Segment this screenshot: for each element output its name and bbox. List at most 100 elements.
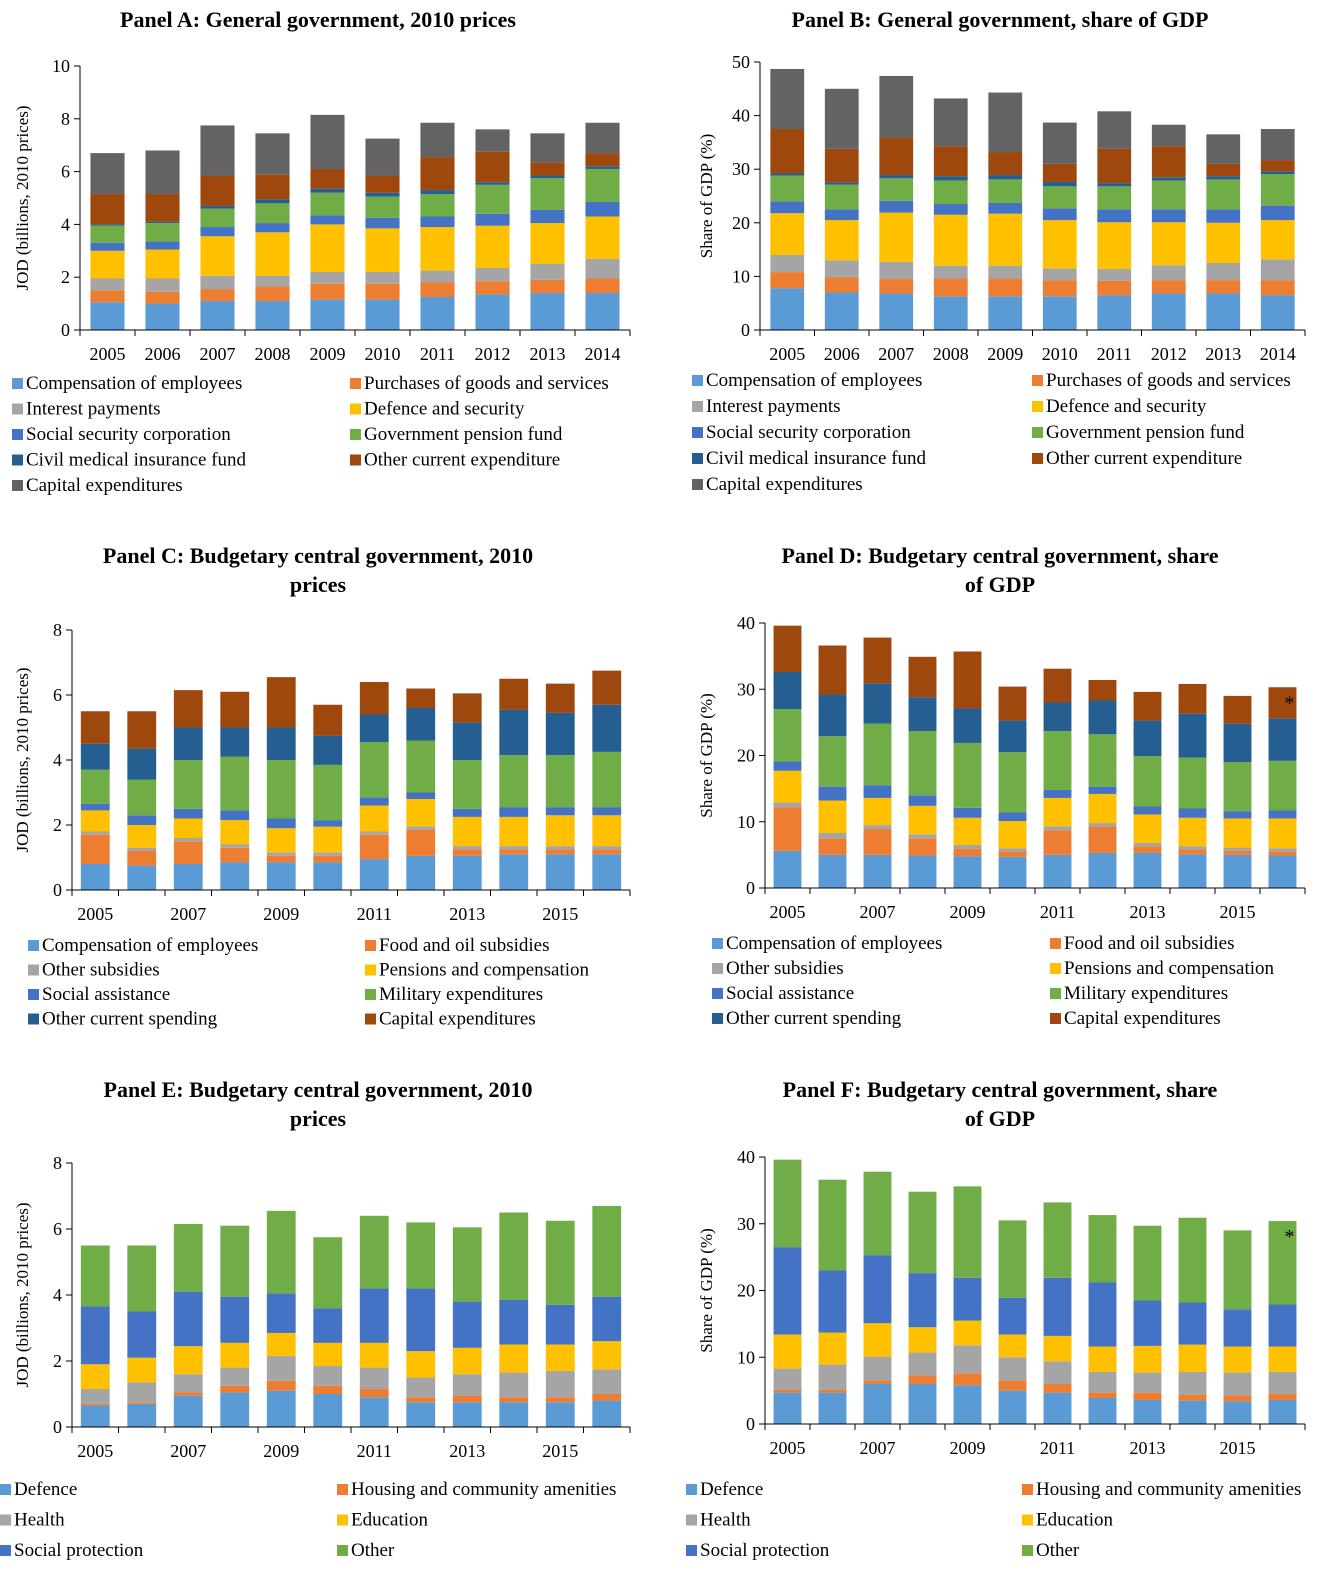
- bar-segment: [220, 691, 250, 728]
- bar-segment: [585, 166, 620, 169]
- bar-segment: [908, 795, 937, 806]
- legend-swatch: [712, 1013, 723, 1024]
- bar-segment: [406, 792, 436, 799]
- bar-segment: [1097, 268, 1132, 281]
- x-tick-label: 2007: [878, 344, 914, 364]
- bar-segment: [1178, 1344, 1207, 1372]
- legend-swatch: [28, 964, 39, 976]
- bar-segment: [953, 708, 982, 743]
- bar-segment: [266, 828, 296, 853]
- bar-segment: [452, 846, 482, 850]
- bar-segment: [1151, 280, 1186, 294]
- bar-segment: [1178, 713, 1207, 758]
- legend-label: Education: [1036, 1510, 1114, 1531]
- bar-segment: [953, 807, 982, 818]
- bar-segment: [879, 137, 914, 176]
- bar-segment: [879, 178, 914, 201]
- bar-segment: [90, 224, 125, 226]
- bar-segment: [1268, 718, 1297, 761]
- bar-segment: [1268, 760, 1297, 811]
- chart-title: of GDP: [965, 572, 1035, 597]
- bar-segment: [770, 129, 805, 174]
- bar-segment: [255, 275, 290, 287]
- bar-segment: [1097, 222, 1132, 269]
- x-tick-label: 2011: [420, 344, 455, 364]
- bar-segment: [1268, 687, 1297, 719]
- x-tick-label: 2015: [542, 904, 578, 924]
- bar-segment: [953, 856, 982, 888]
- bar-segment: [1260, 280, 1295, 296]
- bar-segment: [127, 1403, 157, 1427]
- bar-segment: [1178, 1371, 1207, 1395]
- legend-label: Pensions and compensation: [1064, 958, 1275, 979]
- bar-segment: [1133, 1345, 1162, 1373]
- bar-segment: [475, 225, 510, 268]
- bar-segment: [773, 1159, 802, 1248]
- bar-segment: [1133, 1372, 1162, 1393]
- bar-segment: [220, 1392, 250, 1427]
- bar-segment: [933, 146, 968, 177]
- bar-segment: [266, 1356, 296, 1381]
- legend-swatch: [1032, 375, 1043, 386]
- bar-segment: [80, 711, 110, 744]
- legend-swatch: [337, 1484, 348, 1495]
- bar-segment: [879, 293, 914, 330]
- x-tick-label: 2014: [1260, 344, 1296, 364]
- legend-label: Other: [1036, 1540, 1080, 1561]
- bar-segment: [824, 148, 859, 183]
- bar-segment: [530, 209, 565, 224]
- bar-segment: [770, 201, 805, 214]
- bar-segment: [255, 199, 290, 204]
- bar-segment: [953, 651, 982, 709]
- bar-segment: [988, 296, 1023, 330]
- bar-segment: [1223, 1401, 1252, 1424]
- bar-segment: [313, 826, 343, 853]
- bar-segment: [879, 212, 914, 262]
- bar-segment: [545, 755, 575, 808]
- bar-segment: [1042, 280, 1077, 297]
- bar-segment: [313, 852, 343, 856]
- bar-segment: [1268, 848, 1297, 852]
- bar-segment: [585, 153, 620, 167]
- bar-segment: [127, 847, 157, 851]
- bar-segment: [953, 1373, 982, 1386]
- bar-segment: [998, 1357, 1027, 1381]
- bar-segment: [359, 1215, 389, 1289]
- bar-segment: [1043, 1335, 1072, 1362]
- bar-segment: [863, 723, 892, 786]
- x-tick-label: 2006: [824, 344, 860, 364]
- bar-segment: [220, 1342, 250, 1368]
- legend-swatch: [712, 988, 723, 999]
- bar-segment: [1178, 1394, 1207, 1401]
- bar-segment: [127, 1311, 157, 1358]
- bar-segment: [1206, 176, 1241, 180]
- bar-segment: [1223, 811, 1252, 819]
- y-tick-label: 0: [746, 878, 755, 898]
- x-tick-label: 2008: [255, 344, 291, 364]
- bar-segment: [1133, 756, 1162, 807]
- y-tick-label: 20: [737, 1281, 755, 1301]
- bar-segment: [80, 1389, 110, 1404]
- bar-segment: [220, 820, 250, 845]
- bar-segment: [1043, 854, 1072, 889]
- bar-segment: [1042, 268, 1077, 281]
- bar-segment: [359, 1397, 389, 1427]
- bar-segment: [1268, 1304, 1297, 1347]
- bar-segment: [313, 855, 343, 863]
- x-tick-label: 2009: [950, 902, 986, 922]
- bar-segment: [1088, 1282, 1117, 1347]
- x-tick-label: 2009: [310, 344, 346, 364]
- bar-segment: [818, 736, 847, 787]
- bar-segment: [200, 227, 235, 237]
- bar-segment: [90, 225, 125, 243]
- bar-segment: [406, 1377, 436, 1398]
- bar-segment: [313, 764, 343, 821]
- bar-segment: [1043, 1383, 1072, 1393]
- bar-segment: [145, 221, 180, 224]
- bar-segment: [818, 854, 847, 889]
- x-tick-label: 2005: [770, 902, 806, 922]
- bar-segment: [908, 730, 937, 796]
- legend-label: Compensation of employees: [42, 935, 258, 956]
- bar-segment: [773, 850, 802, 888]
- legend-swatch: [1022, 1484, 1033, 1495]
